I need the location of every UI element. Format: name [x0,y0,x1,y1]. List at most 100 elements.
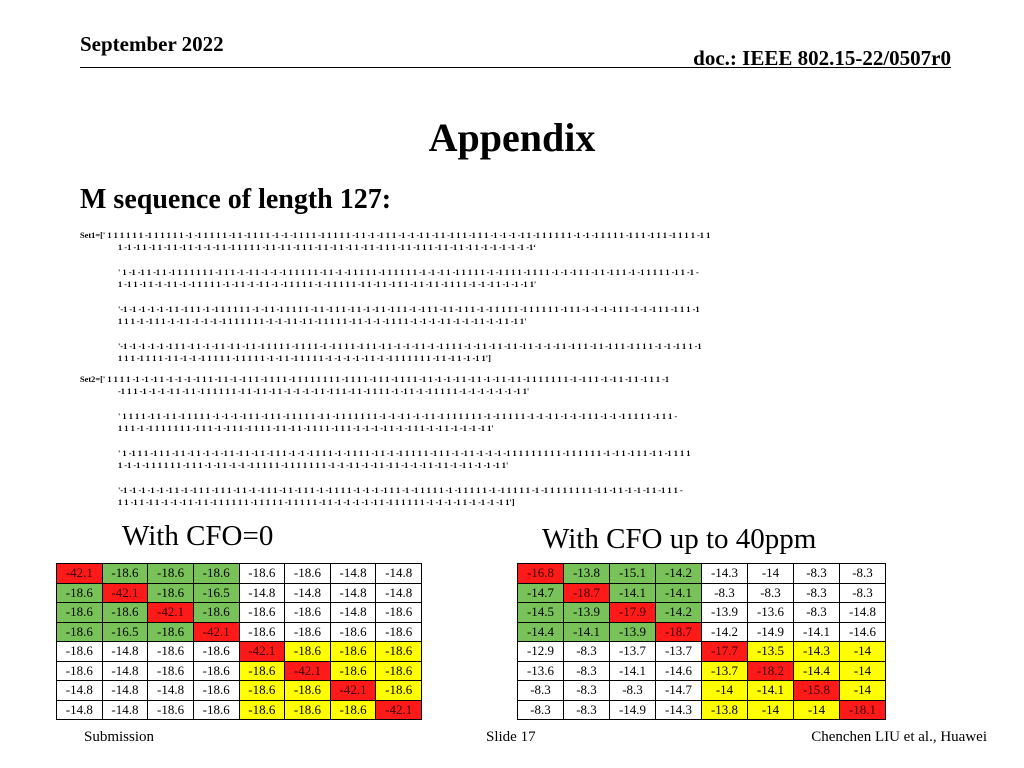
table-cell: -16.5 [101,621,149,642]
table-cell: -14.3 [793,641,840,662]
table-cell: -13.9 [563,602,610,623]
table-row: -14.5 -13.9 -17.9 -14.2 -13.9 -13.6 -8.3 -14.8 [517,602,886,623]
table-cell: -18.6 [238,699,286,720]
sequence-line: Set1=[' 1 1 1 1 1 1 -1 1 1 1 1 1 -1 -1 1… [80,231,711,240]
table-cell: -14.2 [655,602,702,623]
table-cell: -8.3 [609,680,656,701]
table-cell: -18.6 [147,699,194,720]
table-cell: -18.6 [238,680,286,701]
table-cell: -8.3 [701,582,748,603]
table-cell: -8.3 [563,660,610,681]
table-cell: -18.7 [655,621,702,642]
table-cell: -18.6 [56,621,103,642]
table-cell: -18.6 [192,699,240,720]
page-title: Appendix [428,115,596,160]
table-row: -16.8 -13.8 -15.1 -14.2 -14.3 -14 -8.3 -8.3 [517,563,886,584]
table-cell: -13.8 [701,699,748,720]
table-cell: -13.9 [701,602,748,623]
table-cell: -16.5 [192,582,240,603]
table-cell: -14.8 [329,582,377,603]
table-cell: -13.5 [747,641,794,662]
table-cell: -8.3 [517,680,564,701]
table-cell: -14.8 [238,582,286,603]
table-cell: -14.8 [101,680,149,701]
table-row: -18.6 -18.6 -42.1 -18.6 -18.6 -18.6 -14.8 -18.6 [56,602,422,623]
sequence-line: 1 1 1 -1 -1 1 1 -1 -1 1 -1 -1 -1 -1 1 1 … [118,317,527,326]
table-cell: -42.1 [192,621,240,642]
table-row: -14.4 -14.1 -13.9 -18.7 -14.2 -14.9 -14.1 -14.6 [517,621,886,642]
table-cell: -18.6 [56,602,103,623]
table-cell: -18.6 [238,602,286,623]
correlation-table-cfo-40ppm: -16.8 -13.8 -15.1 -14.2 -14.3 -14 -8.3 -8.3 -14.… [517,563,886,720]
table-cell: -14.2 [701,621,748,642]
table-cell: -13.6 [517,660,564,681]
table-cell: -14.9 [609,699,656,720]
table-cell: -14.8 [839,602,886,623]
table-cell: -14.7 [655,680,702,701]
table-row: -42.1 -18.6 -18.6 -18.6 -18.6 -18.6 -14.8 -14.8 [56,563,422,584]
table-cell: -42.1 [375,699,422,720]
section-subtitle: M sequence of length 127: [80,184,392,215]
sequence-line: 1 1 1 -1 -1 1 1 1 1 1 1 -1 1 1 -1 -1 1 1… [118,424,494,433]
table-row: -8.3 -8.3 -14.9 -14.3 -13.8 -14 -14 -18.1 [517,699,886,720]
table-cell: -18.6 [192,660,240,681]
sequence-line: '-1 -1 -1 -1 -1 -1 1 1 -1 1 -1 -1 1 -1 1… [118,342,702,351]
table-cell: -18.6 [329,660,377,681]
table-cell: -12.9 [517,641,564,662]
table-cell: -42.1 [238,641,286,662]
table-cell: -18.6 [238,621,286,642]
table-cell: -18.6 [147,563,194,584]
table-cell: -14.8 [329,563,377,584]
table-cell: -17.9 [609,602,656,623]
table-cell: -18.2 [747,660,794,681]
table-cell: -14 [839,680,886,701]
table-cell: -13.7 [609,641,656,662]
footer-slide-number: Slide 17 [486,729,536,745]
table-cell: -8.3 [793,582,840,603]
table-cell: -18.6 [101,602,149,623]
sequence-line: 1 1 1 -1 1 1 1 -1 1 -1 -1 -1 1 1 1 1 -1 … [118,354,491,363]
sequence-line: 1 -1 1 -1 1 -1 -1 1 -1 -1 1 1 1 1 -1 -1 … [118,280,537,289]
table-cell: -42.1 [101,582,149,603]
table-cell: -14 [839,660,886,681]
table-cell: -8.3 [747,582,794,603]
table-cell: -14 [701,680,748,701]
table-cell: -18.6 [329,641,377,662]
table-cell: -14.1 [563,621,610,642]
table-cell: -15.8 [793,680,840,701]
table-cell: -14.2 [655,563,702,584]
table-cell: -18.6 [238,660,286,681]
sequence-line: Set2=[' 1 1 1 1 -1 -1 -1 1 -1 -1 -1 -1 1… [80,375,670,384]
table-cell: -14.8 [284,582,331,603]
table-row: -8.3 -8.3 -8.3 -14.7 -14 -14.1 -15.8 -14 [517,680,886,701]
table-cell: -18.6 [375,680,422,701]
sequence-line: 1 -1 -1 -1 1 1 1 1 1 -1 1 1 -1 -1 1 -1 -… [118,461,509,470]
table-cell: -14 [839,641,886,662]
table-cell: -42.1 [56,563,103,584]
table-cell: -14.8 [375,563,422,584]
table-row: -18.6 -14.8 -18.6 -18.6 -18.6 -42.1 -18.6 -18.6 [56,660,422,681]
table-row: -14.8 -14.8 -18.6 -18.6 -18.6 -18.6 -18.6 -42.1 [56,699,422,720]
table-cell: -8.3 [563,699,610,720]
table-cell: -16.8 [517,563,564,584]
sequence-line: -1 1 1 -1 -1 -1 -1 1 -1 1 -1 1 1 1 1 1 -… [118,387,530,396]
header-divider [80,67,951,68]
table-cell: -14.9 [747,621,794,642]
header-doc-id: doc.: IEEE 802.15-22/0507r0 [693,46,951,70]
table-cell: -18.6 [284,621,331,642]
sequence-set1: Set1=[' 1 1 1 1 1 1 -1 1 1 1 1 1 -1 -1 1… [80,230,990,365]
table-cell: -18.6 [284,602,331,623]
table-cell: -14 [747,563,794,584]
sequence-line: '-1 -1 -1 -1 -1 -1 1 -1 -1 1 1 -1 1 1 -1… [118,486,683,495]
table-cell: -18.6 [329,621,377,642]
table-cell: -8.3 [563,641,610,662]
caption-cfo-40ppm: With CFO up to 40ppm [542,523,817,555]
table-cell: -8.3 [793,602,840,623]
table-cell: -18.7 [563,582,610,603]
sequence-line: ' 1 -1 1 1 -1 1 1 -1 1 -1 1 -1 -1 -1 1 -… [118,449,691,458]
table-cell: -42.1 [329,680,377,701]
table-cell: -18.6 [56,660,103,681]
sequence-line: ' 1 -1 -1 1 -1 1 -1 1 1 1 1 1 1 -1 1 1 -… [118,268,699,277]
table-row: -14.8 -14.8 -14.8 -18.6 -18.6 -18.6 -42.1 -18.6 [56,680,422,701]
table-cell: -18.6 [147,621,194,642]
